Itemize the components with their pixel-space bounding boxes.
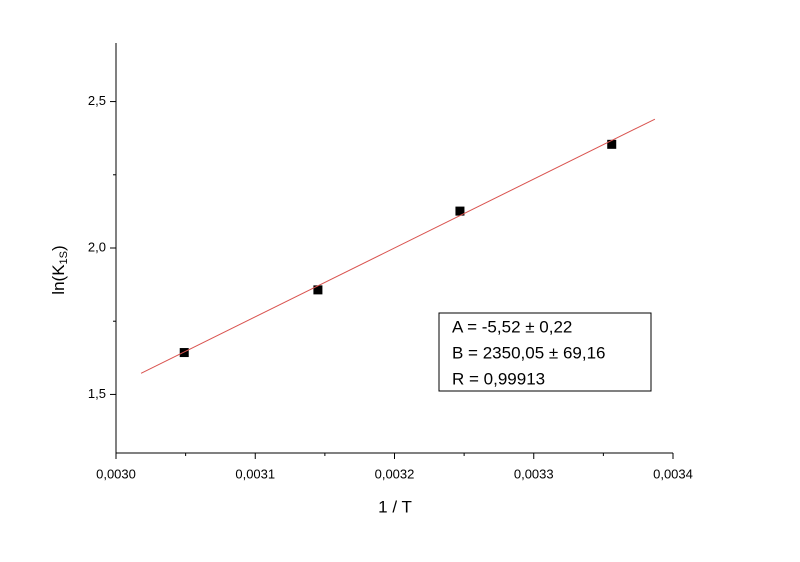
annotation-line: B = 2350,05 ± 69,16 [452,343,605,362]
annotation-line: A = -5,52 ± 0,22 [452,317,572,336]
data-point [179,348,189,358]
x-tick-label: 0,0032 [375,466,415,481]
y-tick-label: 2,0 [88,239,106,254]
x-tick-label: 0,0030 [96,466,136,481]
fit-line [140,118,656,374]
y-label-sub: 1S [58,251,70,264]
y-label-part: ) [49,245,68,251]
y-tick-label: 1,5 [88,386,106,401]
x-tick-label: 0,0031 [235,466,275,481]
data-point [607,139,617,149]
data-point [455,206,465,216]
annotation-box [438,312,652,392]
y-label-part: ln(K [49,264,68,295]
annotation-line: R = 0,99913 [452,369,545,388]
y-axis-label: ln(K1S) [49,245,69,294]
data-point [313,285,323,295]
x-tick-label: 0,0034 [653,466,693,481]
x-tick-label: 0,0033 [514,466,554,481]
x-axis-label: 1 / T [378,497,412,516]
y-tick-label: 2,5 [88,93,106,108]
